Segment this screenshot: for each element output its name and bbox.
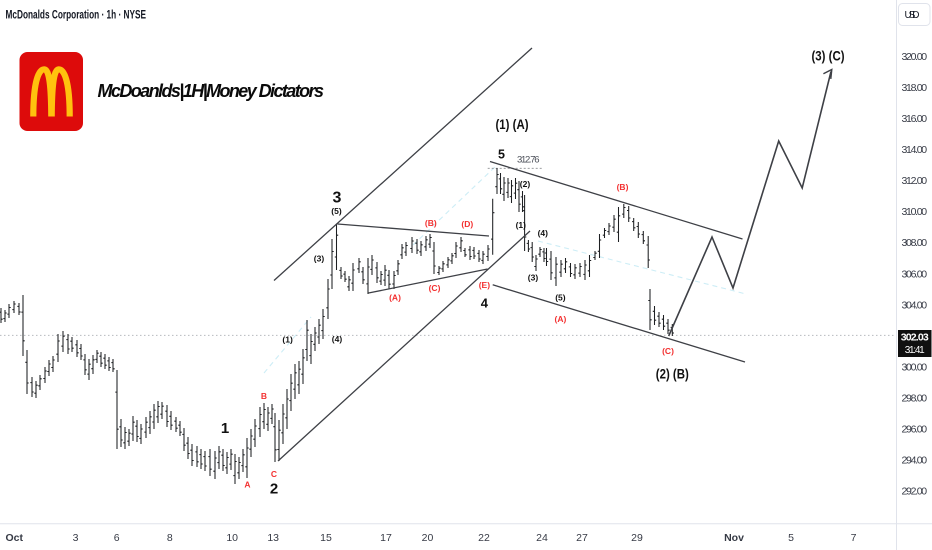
svg-text:5: 5 [788,532,794,544]
svg-text:312.00: 312.00 [902,175,928,187]
svg-text:(5): (5) [555,293,566,303]
svg-text:(3) (C): (3) (C) [812,48,845,64]
svg-text:(C): (C) [662,346,674,356]
svg-text:20: 20 [422,532,434,544]
svg-text:McDonalds Corporation · 1h · N: McDonalds Corporation · 1h · NYSE [6,7,147,21]
svg-text:(A): (A) [389,293,401,303]
svg-text:318.00: 318.00 [902,82,928,94]
svg-text:Oct: Oct [5,532,23,544]
svg-text:5: 5 [498,147,505,161]
svg-text:7: 7 [851,532,857,544]
svg-text:312.76: 312.76 [517,154,540,165]
svg-text:(3): (3) [314,254,325,264]
svg-text:294.00: 294.00 [902,455,928,467]
svg-text:17: 17 [380,532,392,544]
svg-text:6: 6 [114,532,120,544]
svg-text:(4): (4) [332,334,343,344]
svg-text:(B): (B) [425,218,437,228]
svg-text:(5): (5) [331,206,342,216]
svg-text:3: 3 [73,532,79,544]
svg-text:308.00: 308.00 [902,237,928,249]
svg-text:(D): (D) [461,219,473,229]
svg-text:1: 1 [221,420,229,437]
svg-text:29: 29 [631,532,643,544]
svg-text:(1): (1) [516,220,527,230]
svg-text:24: 24 [536,532,548,544]
svg-text:McDoanlds|1H|Money Dictators: McDoanlds|1H|Money Dictators [98,81,325,101]
svg-text:(A): (A) [554,314,566,324]
svg-text:304.00: 304.00 [902,299,928,311]
svg-text:(4): (4) [538,228,549,238]
svg-text:(C): (C) [429,283,441,293]
svg-text:310.00: 310.00 [902,206,928,218]
svg-text:31:41: 31:41 [905,345,925,356]
svg-text:(B): (B) [617,182,629,192]
svg-text:USD: USD [905,10,920,21]
svg-text:2: 2 [270,480,278,497]
svg-text:296.00: 296.00 [902,424,928,436]
svg-text:(2) (B): (2) (B) [656,366,689,382]
svg-text:(E): (E) [479,280,491,290]
svg-text:320.00: 320.00 [902,51,928,63]
svg-text:8: 8 [167,532,173,544]
svg-text:300.00: 300.00 [902,361,928,373]
svg-text:22: 22 [478,532,490,544]
svg-text:(1): (1) [282,335,293,345]
svg-text:302.03: 302.03 [901,332,929,344]
svg-text:A: A [244,480,250,490]
svg-text:Nov: Nov [724,532,744,544]
svg-text:(3): (3) [528,273,539,283]
svg-text:B: B [261,391,267,401]
svg-text:292.00: 292.00 [902,486,928,498]
svg-text:10: 10 [226,532,238,544]
svg-text:C: C [271,469,277,479]
svg-text:4: 4 [481,296,489,311]
svg-text:(2): (2) [520,179,531,189]
svg-text:316.00: 316.00 [902,113,928,125]
svg-text:306.00: 306.00 [902,268,928,280]
svg-text:3: 3 [333,190,342,207]
svg-text:13: 13 [267,532,279,544]
svg-text:298.00: 298.00 [902,393,928,405]
svg-text:15: 15 [320,532,332,544]
svg-text:314.00: 314.00 [902,144,928,156]
svg-text:(1) (A): (1) (A) [496,116,529,132]
svg-text:27: 27 [576,532,588,544]
